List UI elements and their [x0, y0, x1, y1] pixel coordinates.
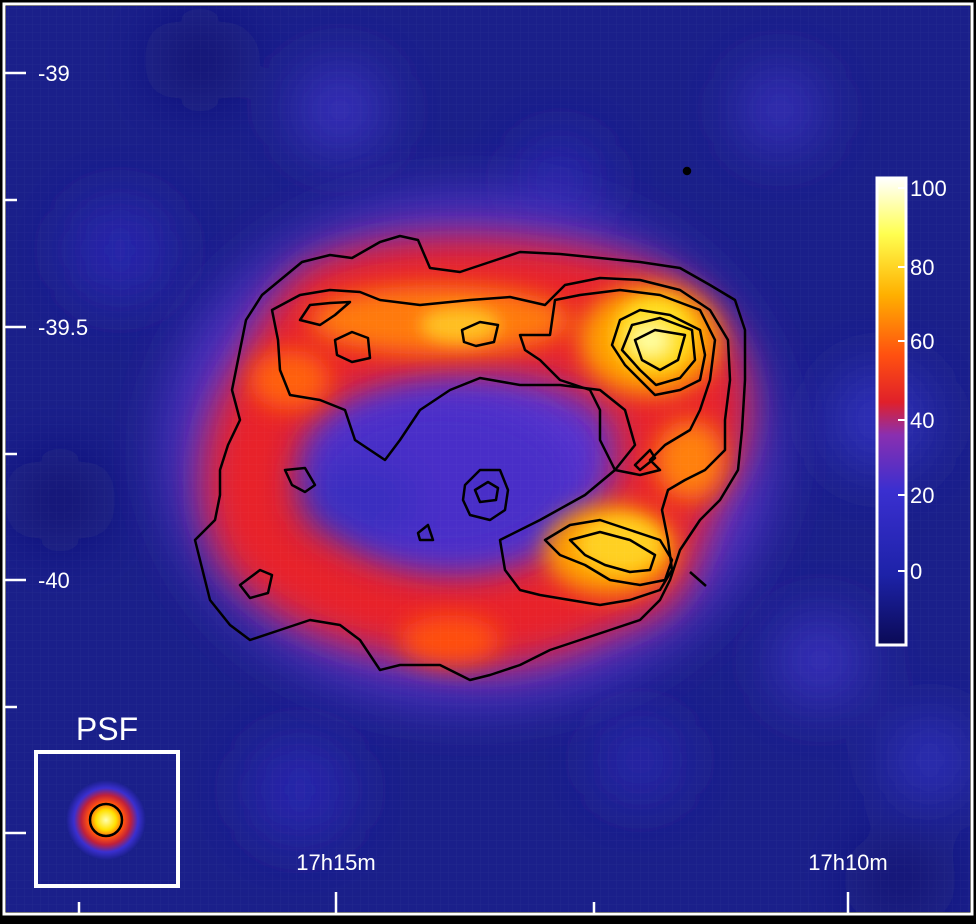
- contour-blob-e: [461, 468, 510, 522]
- psf-spot: [66, 780, 146, 860]
- contour-ring-inner: [518, 288, 717, 477]
- psf-contour: [88, 802, 124, 838]
- colorbar-label-60: 60: [910, 329, 934, 354]
- contour-tail: [689, 571, 707, 587]
- contour-blob-b: [333, 330, 372, 364]
- contour-blob-d: [283, 466, 317, 494]
- ra-label-2: 17h10m: [808, 850, 888, 875]
- ra-tick-labels: 17h15m 17h10m: [296, 850, 888, 875]
- contour-blob-c: [460, 320, 500, 348]
- colorbar-label-100: 100: [910, 176, 947, 201]
- contour-peak-2-inner: [568, 530, 657, 574]
- contour-blob-a: [298, 300, 352, 327]
- dec-label-2: -39.5: [38, 315, 88, 340]
- dec-tick-marks: [4, 71, 26, 835]
- colorbar-label-80: 80: [910, 255, 934, 280]
- dec-label-3: -40: [38, 568, 70, 593]
- colorbar-tick-labels: 100 80 60 40 20 0: [910, 176, 947, 584]
- colorbar-label-0: 0: [910, 559, 922, 584]
- point-marker: [682, 166, 692, 176]
- contour-level-2: [270, 276, 732, 607]
- psf-inset: PSF: [34, 711, 180, 888]
- contour-blob-h: [633, 448, 657, 472]
- dec-label-1: -39: [38, 61, 70, 86]
- colorbar-tick-marks: [898, 187, 906, 572]
- colorbar-frame: [875, 176, 908, 647]
- contour-outer: [193, 234, 747, 682]
- ra-tick-marks: [77, 892, 850, 914]
- contour-peak-1: [610, 308, 707, 397]
- contour-peak-1-mid: [620, 316, 697, 387]
- contour-blob-e-inner: [473, 480, 500, 504]
- colorbar-label-20: 20: [910, 483, 934, 508]
- colorbar-gradient: [877, 178, 906, 645]
- contour-peak-2: [543, 518, 674, 587]
- psf-label: PSF: [76, 711, 138, 747]
- contour-blob-g: [238, 568, 274, 600]
- contour-lines: [193, 166, 747, 682]
- colorbar-label-40: 40: [910, 408, 934, 433]
- ra-label-1: 17h15m: [296, 850, 376, 875]
- psf-frame: [34, 750, 180, 888]
- contour-peak-1-core: [633, 328, 687, 372]
- colorbar: 100 80 60 40 20 0: [875, 176, 947, 647]
- contour-blob-f: [416, 523, 435, 542]
- dec-tick-labels: -39 -39.5 -40: [38, 61, 88, 593]
